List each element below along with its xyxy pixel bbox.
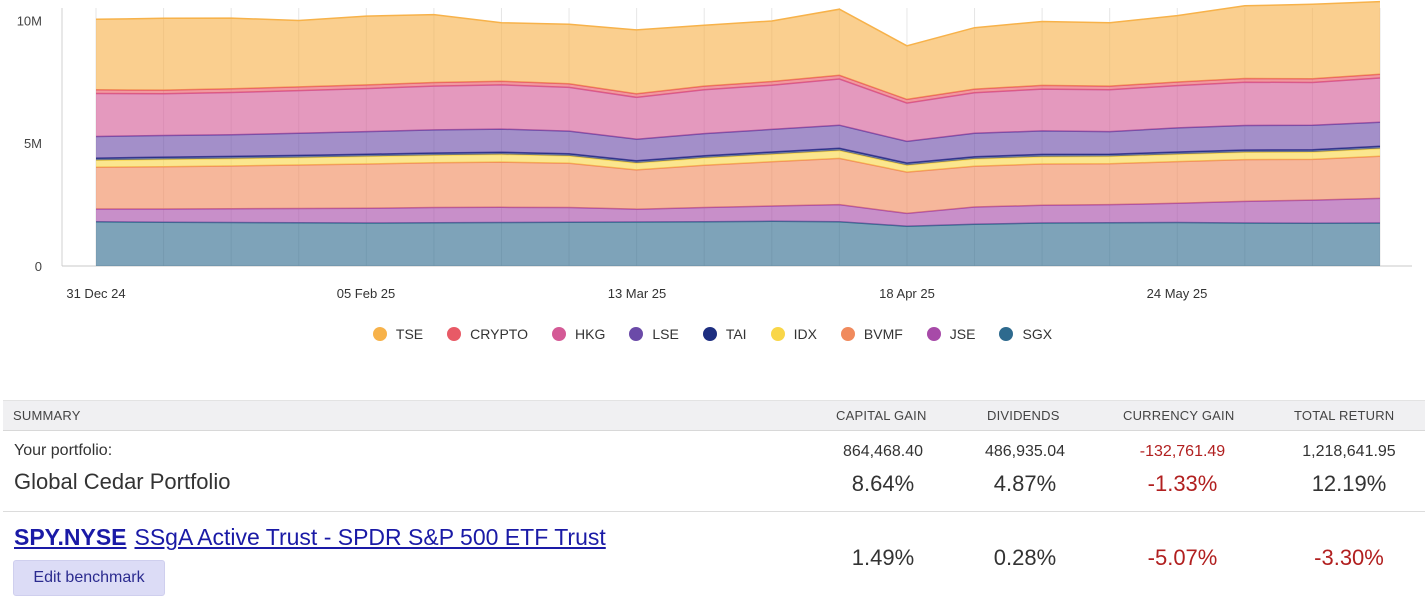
stacked-area-chart: 0 5M 10M 31 Dec 24 05 Feb 25 13 Mar 25 18 Apr …	[17, 0, 1412, 301]
legend-item-sgx[interactable]: SGX	[999, 326, 1052, 342]
currency-gain-pct: -1.33%	[1147, 471, 1218, 496]
header-total-return: TOTAL RETURN	[1294, 408, 1395, 423]
summary-table: SUMMARY CAPITAL GAIN DIVIDENDS CURRENCY …	[3, 400, 1425, 608]
legend-swatch	[629, 327, 644, 341]
legend-swatch	[447, 327, 462, 341]
legend-swatch	[552, 327, 566, 341]
legend-item-jse[interactable]: JSE	[926, 326, 976, 342]
capital-gain-pct: 8.64%	[851, 471, 915, 496]
benchmark-row: 1.49% 0.28% -5.07% -3.30%	[3, 512, 1425, 608]
legend-item-idx[interactable]: IDX	[770, 326, 817, 342]
series-line-tai	[95, 145, 1381, 164]
header-summary: SUMMARY	[13, 408, 81, 423]
area-tse[interactable]	[96, 1, 1380, 100]
area-bvmf[interactable]	[96, 156, 1380, 214]
legend-label: IDX	[793, 326, 817, 342]
x-tick-label: 24 May 25	[1147, 286, 1208, 301]
benchmark-ticker-link[interactable]: SPY.NYSE	[14, 524, 127, 550]
legend-label: SGX	[1022, 326, 1053, 342]
header-dividends: DIVIDENDS	[987, 408, 1060, 423]
x-tick-label: 18 Apr 25	[879, 286, 935, 301]
y-tick-label: 0	[35, 259, 42, 274]
legend-item-tse[interactable]: TSE	[372, 326, 424, 342]
capital-gain-value: 864,468.40	[842, 443, 924, 460]
y-tick-label: 5M	[24, 136, 42, 151]
legend-label: JSE	[949, 326, 976, 342]
benchmark-title: SPY.NYSE SSgA Active Trust - SPDR S&P 500…	[14, 524, 606, 551]
legend-item-tai[interactable]: TAI	[702, 326, 747, 342]
legend-label: CRYPTO	[470, 326, 528, 342]
legend-swatch	[702, 327, 717, 341]
legend-swatch	[926, 327, 941, 341]
area-sgx[interactable]	[96, 221, 1380, 266]
legend-label: BVMF	[863, 326, 903, 342]
benchmark-dividends-pct: 0.28%	[993, 545, 1057, 570]
legend-label: TAI	[725, 326, 747, 342]
chart-legend: TSE CRYPTO HKG LSE TAI IDX BVMF JSE SGX	[0, 322, 1425, 346]
legend-item-lse[interactable]: LSE	[629, 326, 679, 342]
portfolio-label: Your portfolio:	[14, 442, 113, 459]
portfolio-name: Global Cedar Portfolio	[14, 469, 231, 494]
area-lse[interactable]	[96, 122, 1380, 163]
legend-swatch	[372, 327, 387, 341]
area-crypto[interactable]	[96, 74, 1380, 104]
header-capital-gain: CAPITAL GAIN	[836, 408, 927, 423]
benchmark-capital-gain-pct: 1.49%	[851, 545, 915, 570]
header-currency-gain: CURRENCY GAIN	[1123, 408, 1235, 423]
legend-item-bvmf[interactable]: BVMF	[840, 326, 903, 342]
dividends-value: 486,935.04	[984, 443, 1066, 460]
chart-canvas: 0 5M 10M 31 Dec 24 05 Feb 25 13 Mar 25 18 Apr …	[17, 0, 1412, 301]
edit-benchmark-button[interactable]: Edit benchmark	[13, 560, 165, 596]
legend-label: TSE	[395, 326, 424, 342]
summary-header-row: SUMMARY CAPITAL GAIN DIVIDENDS CURRENCY …	[3, 400, 1425, 431]
legend-swatch	[999, 327, 1014, 341]
portfolio-row: 864,468.40 486,935.04 -132,761.49 1,218,…	[3, 431, 1425, 512]
legend-swatch	[840, 327, 855, 341]
legend-swatch	[770, 327, 785, 341]
x-tick-label: 05 Feb 25	[337, 286, 396, 301]
x-tick-label: 13 Mar 25	[608, 286, 667, 301]
benchmark-name-link[interactable]: SSgA Active Trust - SPDR S&P 500 ETF Tru…	[134, 524, 606, 550]
series-line-tse	[95, 0, 1381, 47]
total-return-value: 1,218,641.95	[1302, 443, 1396, 460]
legend-item-crypto[interactable]: CRYPTO	[447, 326, 528, 342]
y-tick-label: 10M	[17, 13, 42, 28]
area-hkg[interactable]	[96, 78, 1380, 142]
total-return-pct: 12.19%	[1311, 471, 1387, 496]
legend-label: HKG	[575, 326, 606, 342]
area-idx[interactable]	[96, 148, 1380, 173]
legend-item-hkg[interactable]: HKG	[552, 326, 605, 342]
dividends-pct: 4.87%	[993, 471, 1057, 496]
x-tick-label: 31 Dec 24	[66, 286, 125, 301]
benchmark-currency-gain-pct: -5.07%	[1147, 545, 1218, 570]
benchmark-total-return-pct: -3.30%	[1314, 545, 1384, 570]
area-tai[interactable]	[96, 146, 1380, 166]
currency-gain-value: -132,761.49	[1139, 443, 1226, 460]
legend-label: LSE	[652, 326, 679, 342]
